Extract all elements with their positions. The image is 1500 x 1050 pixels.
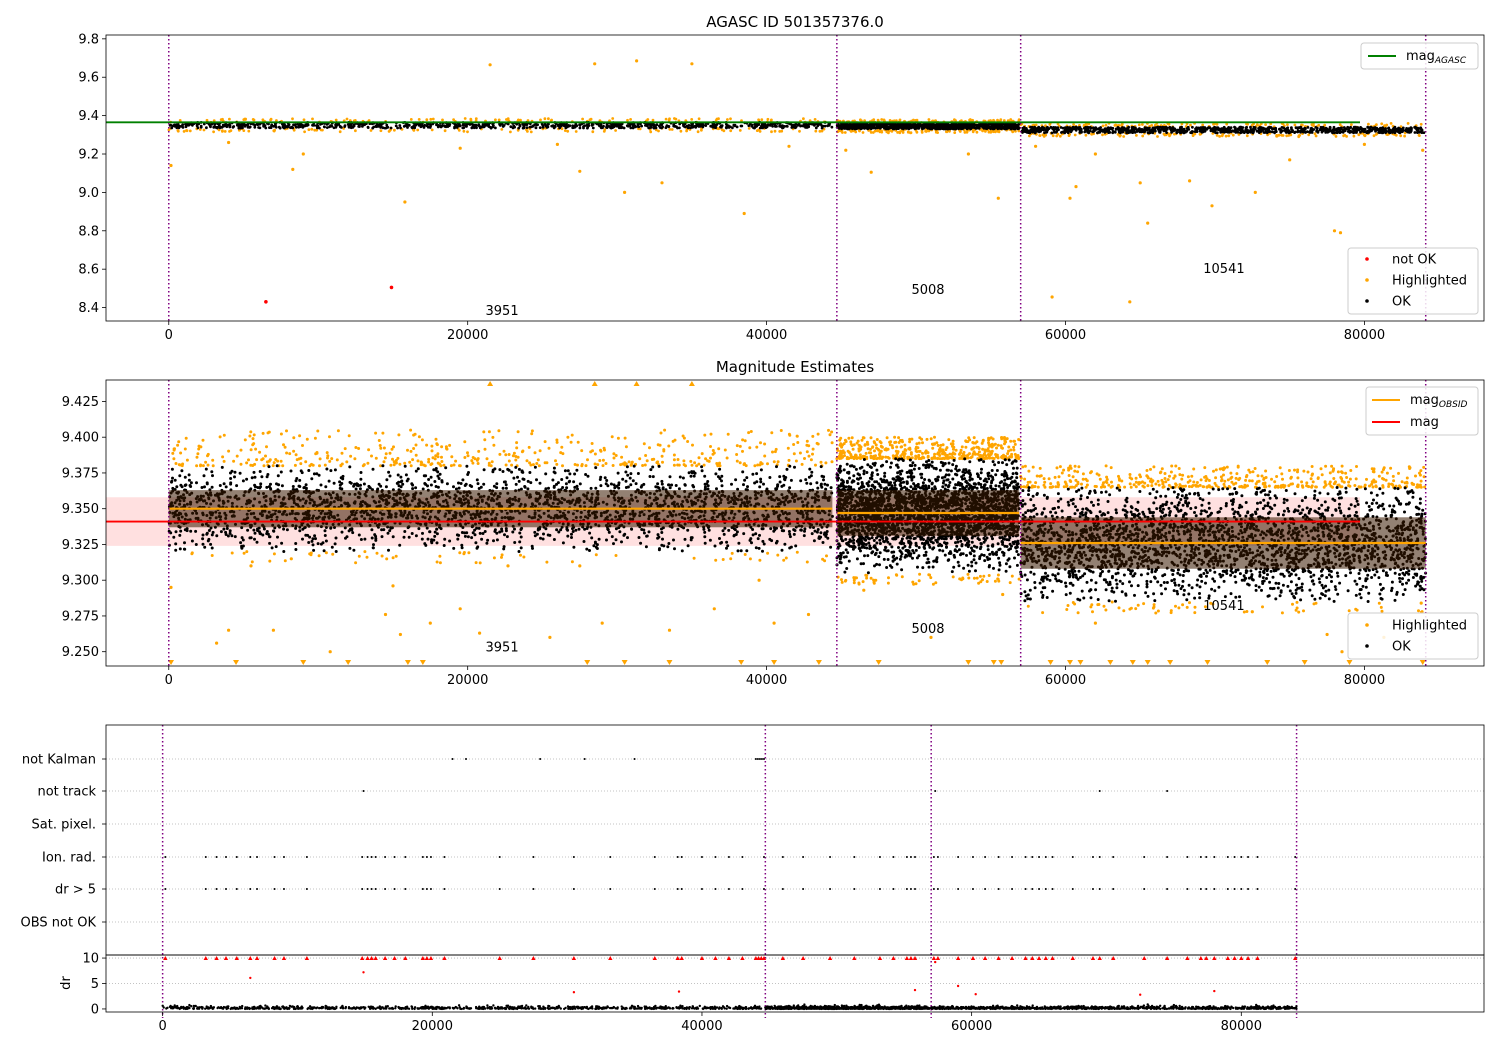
x-tick-label: 20000 <box>447 328 488 343</box>
upper-clip-markers <box>487 381 695 386</box>
y-tick-label: 9.4 <box>78 109 99 124</box>
legend-line-label: mag <box>1410 415 1439 430</box>
legend-box <box>1347 612 1479 660</box>
flag-category-label: Ion. rad. <box>42 851 96 866</box>
legend-point-swatch <box>1365 299 1369 303</box>
y-tick-label: 10 <box>82 952 99 967</box>
obsid-count-label: 5008 <box>911 622 944 637</box>
flag-points <box>451 758 765 760</box>
x-tick-label: 40000 <box>681 1019 722 1034</box>
axes-frame <box>105 379 1485 667</box>
x-tick-label: 60000 <box>951 1019 992 1034</box>
agasc-magnitude-plot: AGASC ID 501357376.0 3951 5008 10541 0 20000 4… <box>78 13 1485 343</box>
flag-category-label: not Kalman <box>22 753 96 768</box>
dr-ok-points <box>161 1003 1298 1011</box>
flag-category-label: not track <box>37 785 96 800</box>
y-tick-label: 9.0 <box>78 186 99 201</box>
x-tick-label: 20000 <box>447 673 488 688</box>
legend-subscript: AGASC <box>1434 56 1467 66</box>
dr-high-points <box>249 960 1216 996</box>
legend-point-label: OK <box>1392 640 1411 655</box>
y-tick-label: 8.6 <box>78 263 99 278</box>
y-tick-label: 9.400 <box>62 431 99 446</box>
legend-point-swatch <box>1365 278 1369 282</box>
dr-clip-markers <box>163 956 1298 961</box>
axes-frame <box>105 954 1485 1013</box>
y-tick-label: 9.6 <box>78 71 99 86</box>
plot-area <box>106 381 1428 665</box>
axes-frame <box>105 724 1485 956</box>
legend-point-label: not OK <box>1392 253 1437 268</box>
y-tick-label: 8.8 <box>78 224 99 239</box>
not-ok-points <box>264 285 394 304</box>
lower-clip-markers <box>168 660 1426 665</box>
legend-box <box>1360 42 1479 70</box>
chart-title: Magnitude Estimates <box>716 358 874 376</box>
legend-point-label: Highlighted <box>1392 274 1467 289</box>
obsid-count-label: 10541 <box>1203 262 1244 277</box>
y-tick-label: 9.8 <box>78 32 99 47</box>
x-tick-label: 0 <box>158 1019 166 1034</box>
flag-category-label: dr > 5 <box>55 883 96 898</box>
y-tick-label: 9.375 <box>62 466 99 481</box>
x-tick-label: 20000 <box>412 1019 453 1034</box>
legend-point-swatch <box>1365 623 1369 627</box>
legend-box <box>1347 247 1479 315</box>
y-tick-label: 9.2 <box>78 148 99 163</box>
y-tick-label: 9.350 <box>62 502 99 517</box>
magnitude-estimates-plot: Magnitude Estimates 3951 5008 10541 0 20000 40… <box>62 358 1485 688</box>
flag-category-label: OBS not OK <box>21 916 97 931</box>
y-axis-label: dr <box>59 976 74 990</box>
chart-title: AGASC ID 501357376.0 <box>706 13 884 31</box>
y-tick-label: 5 <box>91 977 99 992</box>
legend-point-label: OK <box>1392 295 1411 310</box>
ok-points <box>168 120 1426 135</box>
axes-frame <box>105 34 1485 322</box>
x-tick-label: 60000 <box>1045 328 1086 343</box>
obsid-count-label: 5008 <box>911 283 944 298</box>
obsid-count-label: 3951 <box>486 641 519 656</box>
x-tick-label: 40000 <box>746 673 787 688</box>
legend-point-swatch <box>1365 644 1369 648</box>
x-tick-label: 0 <box>165 673 173 688</box>
y-tick-label: 9.325 <box>62 538 99 553</box>
y-tick-label: 0 <box>91 1002 99 1017</box>
x-tick-label: 80000 <box>1221 1019 1262 1034</box>
x-tick-label: 80000 <box>1344 328 1385 343</box>
dr-plot: 0 20000 40000 60000 80000 0 5 10 dr <box>59 952 1485 1034</box>
y-tick-label: 9.425 <box>62 395 99 410</box>
flag-category-label: Sat. pixel. <box>32 818 96 833</box>
x-tick-label: 0 <box>165 328 173 343</box>
y-tick-label: 9.250 <box>62 645 99 660</box>
x-tick-label: 80000 <box>1344 673 1385 688</box>
obsid-count-label: 10541 <box>1203 599 1244 614</box>
flags-plot: not Kalman not track Sat. pixel. Ion. rad. d… <box>21 724 1485 1018</box>
y-tick-label: 9.275 <box>62 609 99 624</box>
y-tick-label: 9.300 <box>62 574 99 589</box>
legend-point-swatch <box>1365 257 1369 261</box>
y-tick-label: 8.4 <box>78 301 99 316</box>
legend-point-label: Highlighted <box>1392 619 1467 634</box>
x-tick-label: 40000 <box>746 328 787 343</box>
obsid-count-label: 3951 <box>486 304 519 319</box>
x-tick-label: 60000 <box>1045 673 1086 688</box>
legend-subscript: OBSID <box>1439 400 1468 410</box>
